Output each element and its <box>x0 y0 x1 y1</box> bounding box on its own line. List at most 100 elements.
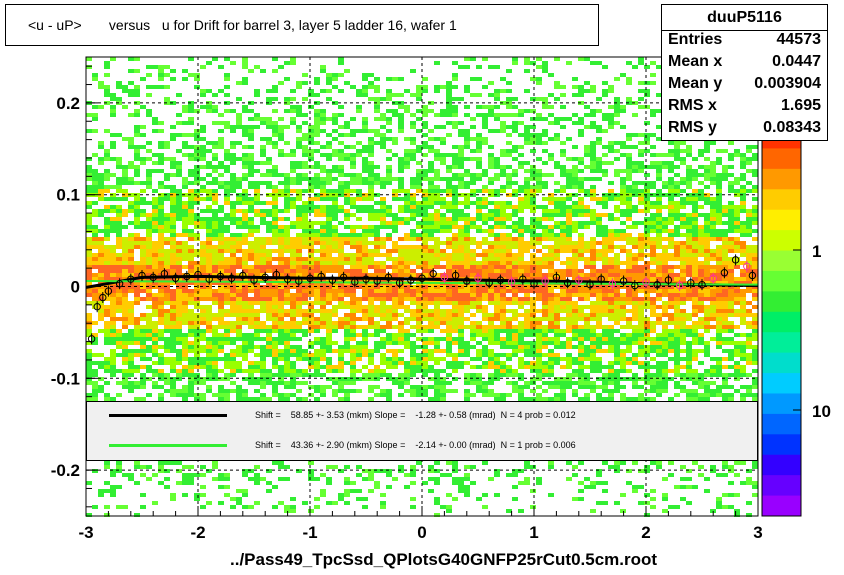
heatmap-cell <box>494 189 500 193</box>
heatmap-cell <box>500 185 506 189</box>
heatmap-cell <box>374 333 380 337</box>
heatmap-cell <box>350 157 356 161</box>
heatmap-cell <box>506 381 512 385</box>
heatmap-cell <box>98 269 104 273</box>
heatmap-cell <box>386 233 392 237</box>
heatmap-cell <box>212 333 218 337</box>
heatmap-cell <box>380 345 386 349</box>
heatmap-cell <box>440 241 446 245</box>
heatmap-cell <box>182 245 188 249</box>
heatmap-cell <box>230 153 236 157</box>
heatmap-cell <box>92 73 98 77</box>
heatmap-cell <box>344 269 350 273</box>
heatmap-cell <box>218 349 224 353</box>
heatmap-cell <box>164 185 170 189</box>
heatmap-cell <box>500 273 506 277</box>
heatmap-cell <box>356 153 362 157</box>
heatmap-cell <box>314 477 320 481</box>
heatmap-cell <box>464 345 470 349</box>
heatmap-cell <box>482 125 488 129</box>
heatmap-cell <box>230 157 236 161</box>
heatmap-cell <box>434 497 440 501</box>
heatmap-cell <box>200 177 206 181</box>
heatmap-cell <box>146 393 152 397</box>
heatmap-cell <box>188 361 194 365</box>
heatmap-cell <box>362 77 368 81</box>
heatmap-cell <box>332 217 338 221</box>
heatmap-cell <box>158 357 164 361</box>
heatmap-cell <box>434 113 440 117</box>
heatmap-cell <box>470 297 476 301</box>
heatmap-cell <box>272 337 278 341</box>
heatmap-cell <box>248 225 254 229</box>
heatmap-cell <box>152 325 158 329</box>
heatmap-cell <box>476 309 482 313</box>
heatmap-cell <box>146 477 152 481</box>
heatmap-cell <box>434 357 440 361</box>
heatmap-cell <box>422 385 428 389</box>
heatmap-cell <box>482 265 488 269</box>
heatmap-cell <box>254 377 260 381</box>
heatmap-cell <box>542 261 548 265</box>
heatmap-cell <box>398 157 404 161</box>
heatmap-cell <box>416 261 422 265</box>
heatmap-cell <box>200 93 206 97</box>
heatmap-cell <box>104 489 110 493</box>
heatmap-cell <box>86 185 92 189</box>
heatmap-cell <box>284 225 290 229</box>
heatmap-cell <box>266 329 272 333</box>
heatmap-cell <box>350 133 356 137</box>
heatmap-cell <box>320 489 326 493</box>
heatmap-cell <box>104 393 110 397</box>
heatmap-cell <box>530 197 536 201</box>
heatmap-cell <box>122 85 128 89</box>
heatmap-cell <box>146 297 152 301</box>
heatmap-cell <box>152 245 158 249</box>
heatmap-cell <box>98 185 104 189</box>
heatmap-cell <box>272 257 278 261</box>
heatmap-cell <box>452 225 458 229</box>
heatmap-cell <box>338 361 344 365</box>
heatmap-cell <box>218 377 224 381</box>
heatmap-cell <box>170 133 176 137</box>
heatmap-cell <box>308 105 314 109</box>
heatmap-cell <box>152 337 158 341</box>
heatmap-cell <box>380 125 386 129</box>
heatmap-cell <box>548 225 554 229</box>
heatmap-cell <box>278 341 284 345</box>
heatmap-cell <box>380 373 386 377</box>
heatmap-cell <box>230 353 236 357</box>
heatmap-cell <box>536 317 542 321</box>
heatmap-cell <box>362 157 368 161</box>
heatmap-cell <box>278 257 284 261</box>
heatmap-cell <box>182 225 188 229</box>
heatmap-cell <box>344 225 350 229</box>
heatmap-cell <box>350 197 356 201</box>
heatmap-cell <box>128 253 134 257</box>
heatmap-cell <box>458 313 464 317</box>
heatmap-cell <box>338 269 344 273</box>
heatmap-cell <box>506 213 512 217</box>
heatmap-cell <box>446 321 452 325</box>
heatmap-cell <box>116 337 122 341</box>
heatmap-cell <box>434 177 440 181</box>
heatmap-cell <box>254 197 260 201</box>
heatmap-cell <box>446 153 452 157</box>
heatmap-cell <box>434 345 440 349</box>
heatmap-cell <box>254 473 260 477</box>
heatmap-cell <box>284 477 290 481</box>
heatmap-cell <box>326 245 332 249</box>
heatmap-cell <box>548 265 554 269</box>
heatmap-cell <box>236 349 242 353</box>
heatmap-cell <box>146 169 152 173</box>
heatmap-cell <box>182 333 188 337</box>
heatmap-cell <box>254 65 260 69</box>
heatmap-cell <box>440 385 446 389</box>
heatmap-cell <box>392 265 398 269</box>
heatmap-cell <box>446 245 452 249</box>
heatmap-cell <box>128 245 134 249</box>
heatmap-cell <box>386 117 392 121</box>
heatmap-cell <box>470 265 476 269</box>
heatmap-cell <box>326 73 332 77</box>
heatmap-cell <box>236 217 242 221</box>
